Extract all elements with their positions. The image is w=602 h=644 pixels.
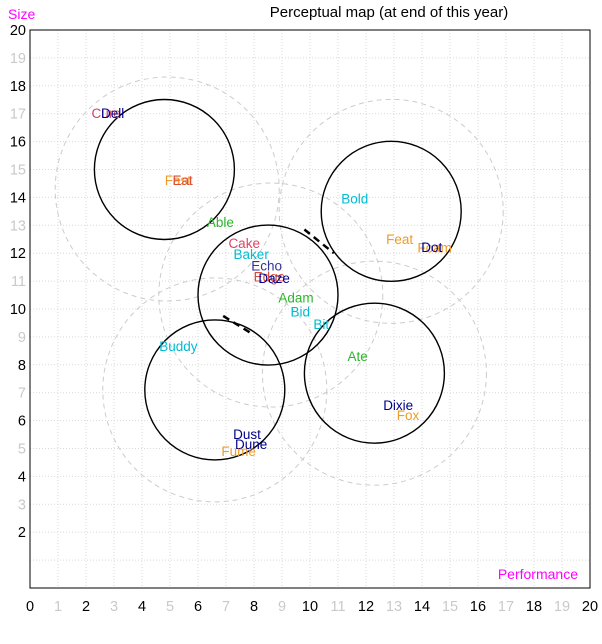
product-label-buddy: Buddy: [159, 339, 198, 354]
product-label-daze: Daze: [258, 271, 290, 286]
product-label-fume: Fume: [221, 444, 256, 459]
product-label-dixie: Dixie: [383, 398, 413, 413]
y-tick-20: 20: [10, 23, 26, 39]
fine-cut-circle: [320, 140, 462, 283]
product-label-cake: Cake: [228, 236, 260, 251]
y-tick-14: 14: [10, 190, 26, 206]
x-axis-label: Performance: [497, 566, 578, 582]
y-tick-16: 16: [10, 135, 26, 151]
product-label-adam: Adam: [278, 290, 313, 305]
plot-border: [29, 29, 591, 589]
x-tick-1: 1: [54, 599, 62, 615]
product-label-able: Able: [207, 215, 234, 230]
y-tick-5: 5: [18, 442, 26, 458]
x-tick-11: 11: [330, 599, 345, 615]
y-tick-8: 8: [18, 358, 26, 374]
x-tick-8: 8: [250, 599, 258, 615]
fine-cut-circle: [197, 224, 339, 366]
product-label-fox: Fox: [397, 408, 420, 423]
x-tick-19: 19: [554, 599, 570, 615]
x-tick-12: 12: [358, 599, 374, 615]
x-tick-4: 4: [138, 599, 146, 615]
fine-cut-circle: [144, 319, 286, 461]
product-label-fast: Fast: [165, 173, 192, 188]
rough-cut-circle: [261, 260, 487, 486]
rough-cut-circle: [278, 98, 504, 324]
x-tick-5: 5: [166, 599, 174, 615]
y-axis-label: Size: [8, 6, 36, 22]
product-label-edge: Edge: [254, 269, 286, 284]
x-tick-6: 6: [194, 599, 202, 615]
y-tick-9: 9: [18, 330, 26, 346]
x-tick-2: 2: [82, 599, 90, 615]
rough-cut-circle: [54, 76, 280, 302]
y-tick-3: 3: [18, 497, 26, 513]
y-tick-6: 6: [18, 414, 26, 430]
x-tick-16: 16: [470, 599, 486, 615]
fine-cut-circle: [303, 302, 446, 444]
product-label-foam: Foam: [417, 241, 452, 256]
x-tick-10: 10: [302, 599, 318, 615]
chart-title: Perceptual map (at end of this year): [269, 4, 509, 21]
x-tick-0: 0: [26, 599, 34, 615]
y-tick-19: 19: [10, 51, 26, 67]
product-label-bold: Bold: [341, 191, 368, 206]
y-tick-11: 11: [11, 274, 26, 290]
x-tick-3: 3: [110, 599, 118, 615]
product-label-baker: Baker: [234, 247, 270, 262]
x-tick-18: 18: [526, 599, 542, 615]
y-tick-15: 15: [10, 163, 26, 179]
product-label-cure: Cure: [92, 106, 121, 121]
y-tick-18: 18: [10, 79, 26, 95]
rough-cut-circle: [102, 277, 328, 503]
segment-overlap-dash: [303, 228, 335, 255]
product-label-eat: Eat: [172, 173, 193, 188]
product-label-dust: Dust: [233, 427, 261, 442]
product-label-ate: Ate: [347, 349, 367, 364]
product-label-dot: Dot: [421, 240, 442, 255]
product-label-bit: Bit: [313, 317, 329, 332]
rough-cut-circle: [158, 182, 384, 408]
x-tick-17: 17: [498, 599, 514, 615]
product-label-dell: Dell: [101, 106, 124, 121]
product-label-bid: Bid: [290, 304, 310, 319]
fine-cut-circle: [93, 98, 236, 241]
x-tick-7: 7: [222, 599, 230, 615]
y-tick-2: 2: [18, 525, 26, 541]
x-tick-20: 20: [582, 599, 598, 615]
y-tick-13: 13: [10, 218, 26, 234]
product-label-echo: Echo: [251, 258, 282, 273]
y-tick-12: 12: [10, 246, 26, 262]
y-tick-4: 4: [18, 469, 26, 485]
x-tick-15: 15: [442, 599, 458, 615]
segment-overlap-dash: [222, 314, 254, 336]
product-label-feat: Feat: [386, 232, 413, 247]
x-tick-14: 14: [414, 599, 430, 615]
x-tick-9: 9: [278, 599, 286, 615]
y-tick-10: 10: [10, 302, 26, 318]
product-label-dune: Dune: [235, 437, 267, 452]
x-tick-13: 13: [386, 599, 402, 615]
y-tick-17: 17: [10, 107, 26, 123]
y-tick-7: 7: [18, 386, 26, 402]
